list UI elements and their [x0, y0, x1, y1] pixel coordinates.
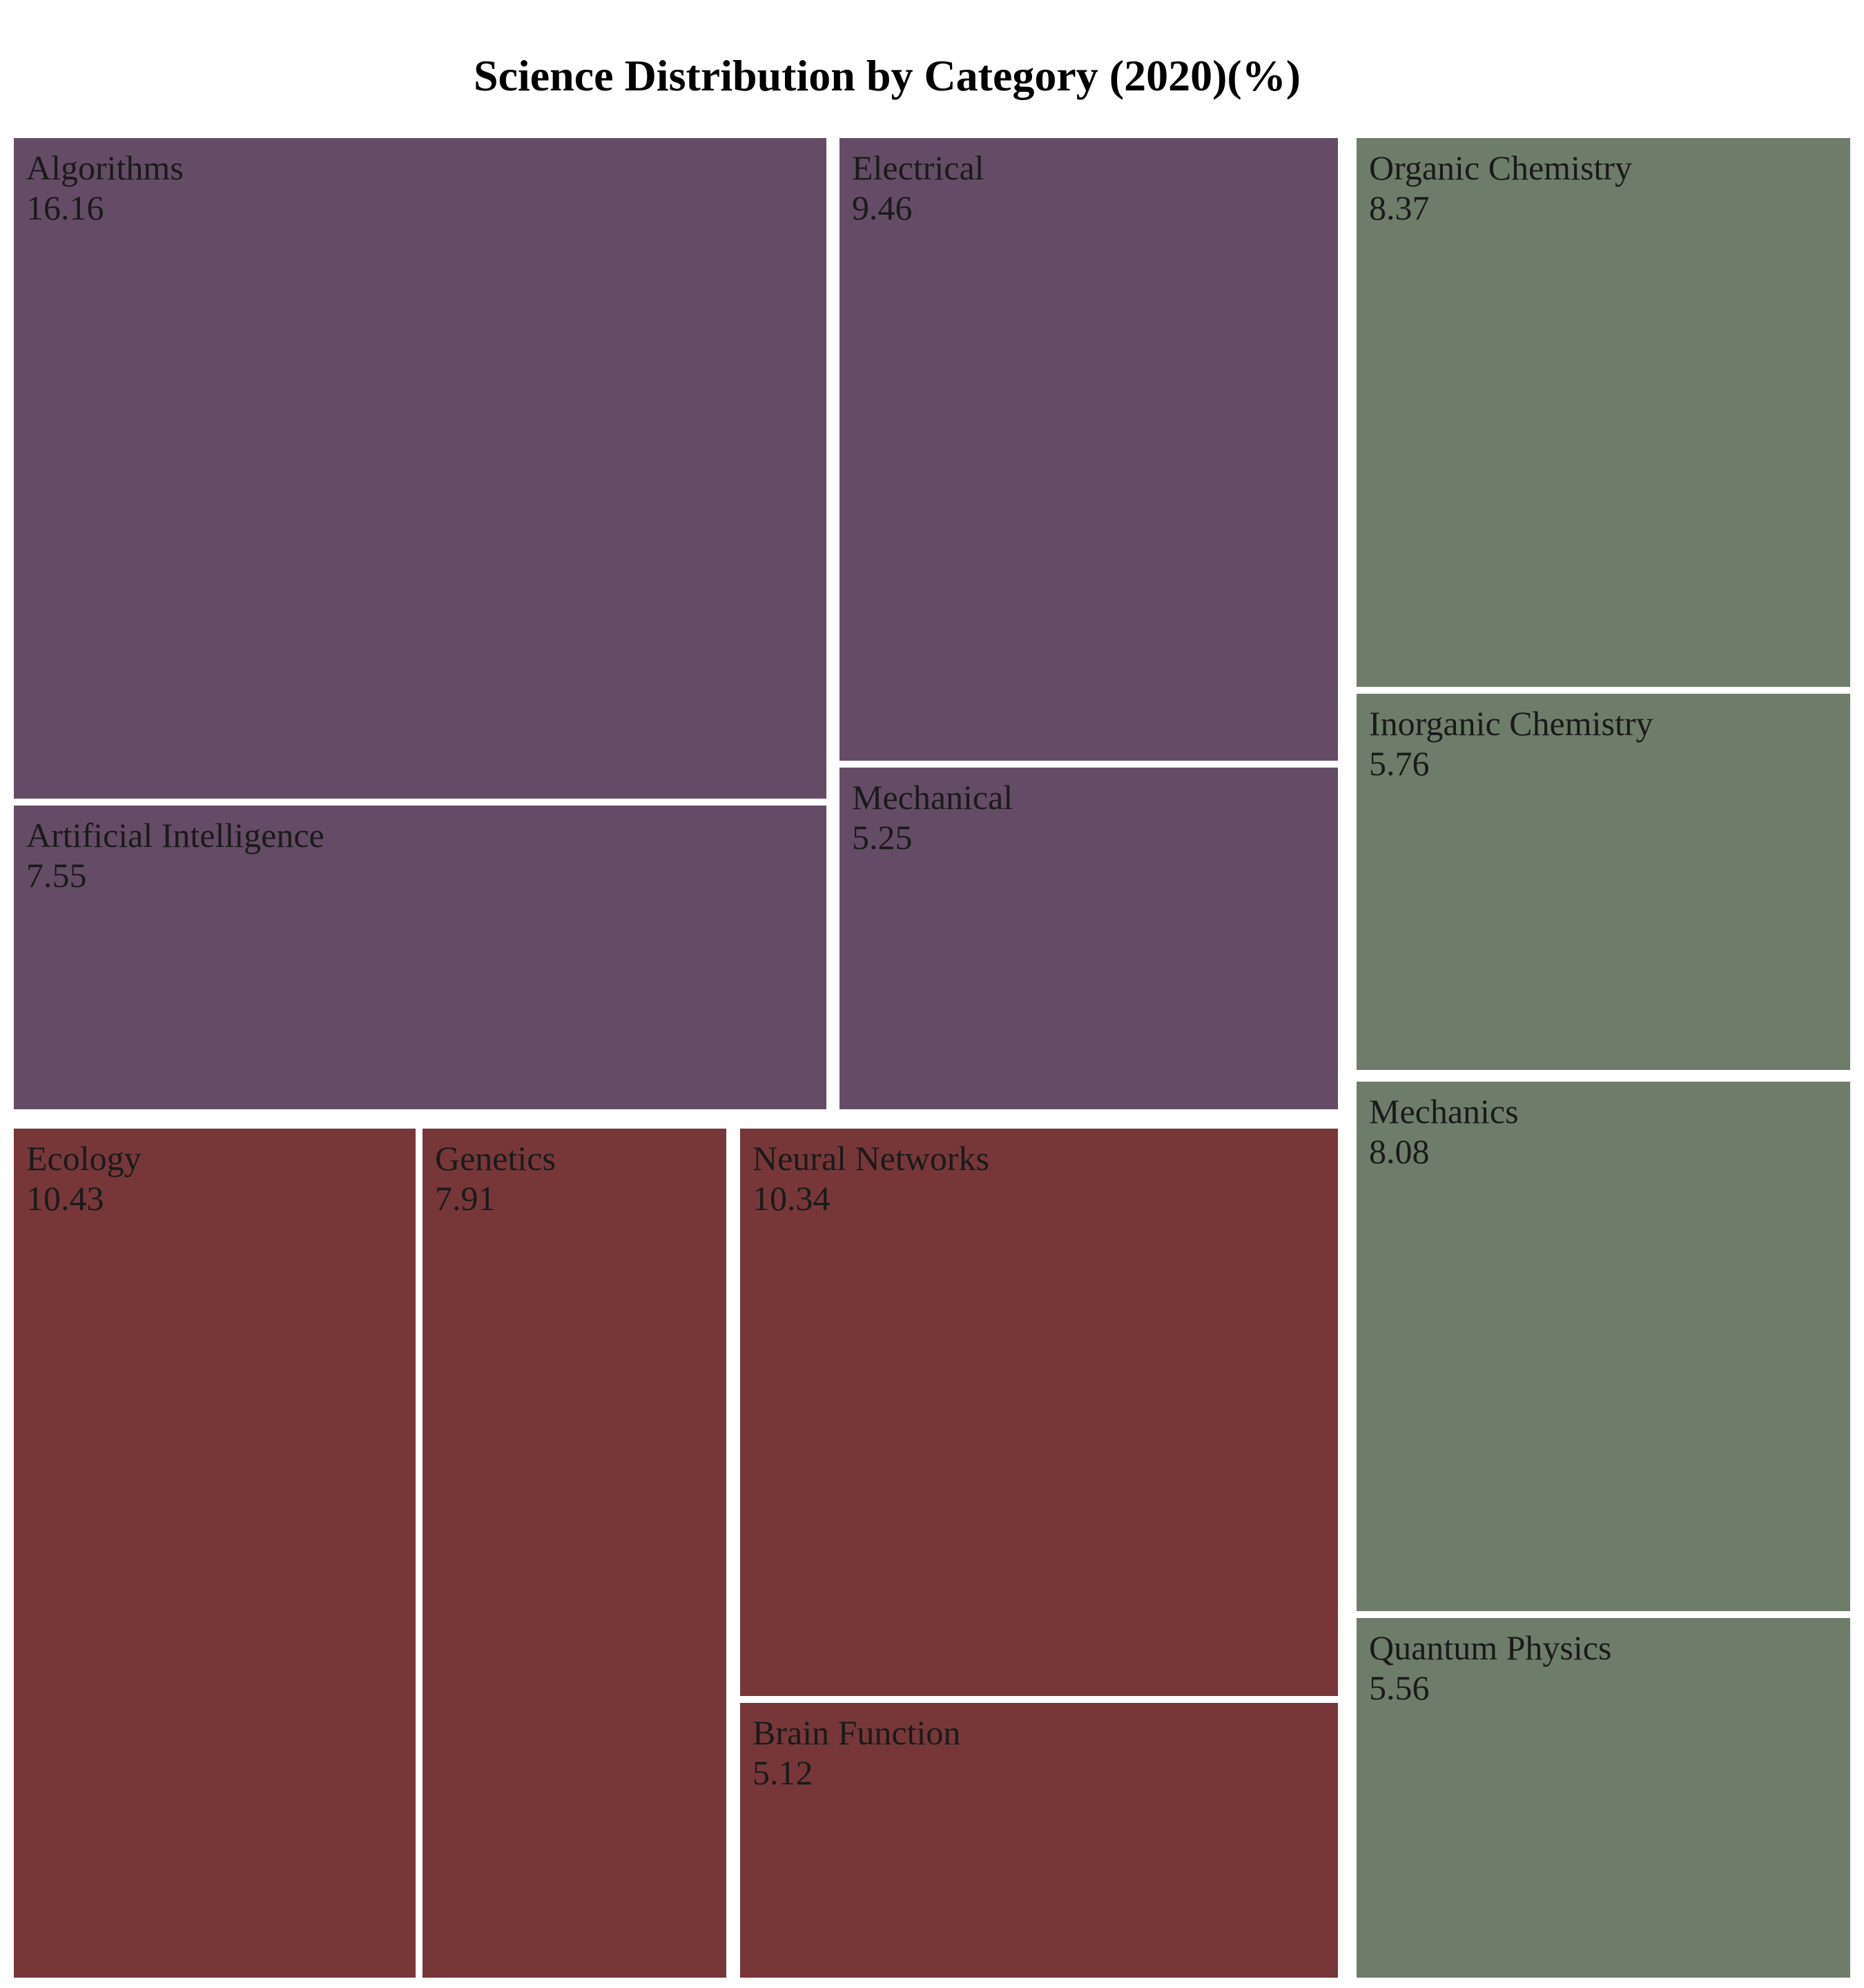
tile-label-mechanics: Mechanics	[1369, 1092, 1519, 1131]
tile-value-ecology: 10.43	[26, 1179, 104, 1218]
tile-value-inorganic-chemistry: 5.76	[1369, 744, 1430, 783]
tile-brain-function	[740, 1703, 1338, 1978]
tile-inorganic-chemistry	[1357, 694, 1850, 1070]
tile-value-organic-chemistry: 8.37	[1369, 188, 1430, 227]
tile-label-electrical: Electrical	[852, 148, 984, 187]
tile-label-brain-function: Brain Function	[753, 1713, 960, 1752]
tile-algorithms	[14, 138, 826, 799]
tile-label-quantum-physics: Quantum Physics	[1369, 1628, 1611, 1667]
tile-value-quantum-physics: 5.56	[1369, 1668, 1430, 1707]
tile-electrical	[839, 138, 1338, 761]
tile-mechanics	[1357, 1082, 1850, 1611]
tile-value-mechanical: 5.25	[852, 818, 913, 857]
tile-label-algorithms: Algorithms	[26, 148, 184, 187]
tile-value-artificial-intelligence: 7.55	[26, 856, 87, 895]
tile-label-ecology: Ecology	[26, 1139, 142, 1178]
tile-label-artificial-intelligence: Artificial Intelligence	[26, 816, 324, 855]
tile-value-mechanics: 8.08	[1369, 1132, 1430, 1171]
tile-value-algorithms: 16.16	[26, 188, 104, 227]
tile-artificial-intelligence	[14, 806, 826, 1109]
tile-label-genetics: Genetics	[435, 1139, 556, 1178]
tile-mechanical	[839, 768, 1338, 1109]
tile-genetics	[423, 1129, 726, 1978]
tile-value-genetics: 7.91	[435, 1179, 496, 1218]
tile-neural-networks	[740, 1129, 1338, 1696]
chart-title: Science Distribution by Category (2020)(…	[473, 51, 1301, 100]
tile-label-organic-chemistry: Organic Chemistry	[1369, 148, 1632, 187]
tile-value-electrical: 9.46	[852, 188, 913, 227]
tile-quantum-physics	[1357, 1618, 1850, 1978]
tile-label-neural-networks: Neural Networks	[753, 1139, 989, 1178]
tile-label-inorganic-chemistry: Inorganic Chemistry	[1369, 704, 1653, 743]
tile-value-brain-function: 5.12	[753, 1753, 813, 1792]
tile-organic-chemistry	[1357, 138, 1850, 687]
tile-label-mechanical: Mechanical	[852, 778, 1013, 817]
tile-ecology	[14, 1129, 416, 1978]
tile-value-neural-networks: 10.34	[753, 1179, 831, 1218]
